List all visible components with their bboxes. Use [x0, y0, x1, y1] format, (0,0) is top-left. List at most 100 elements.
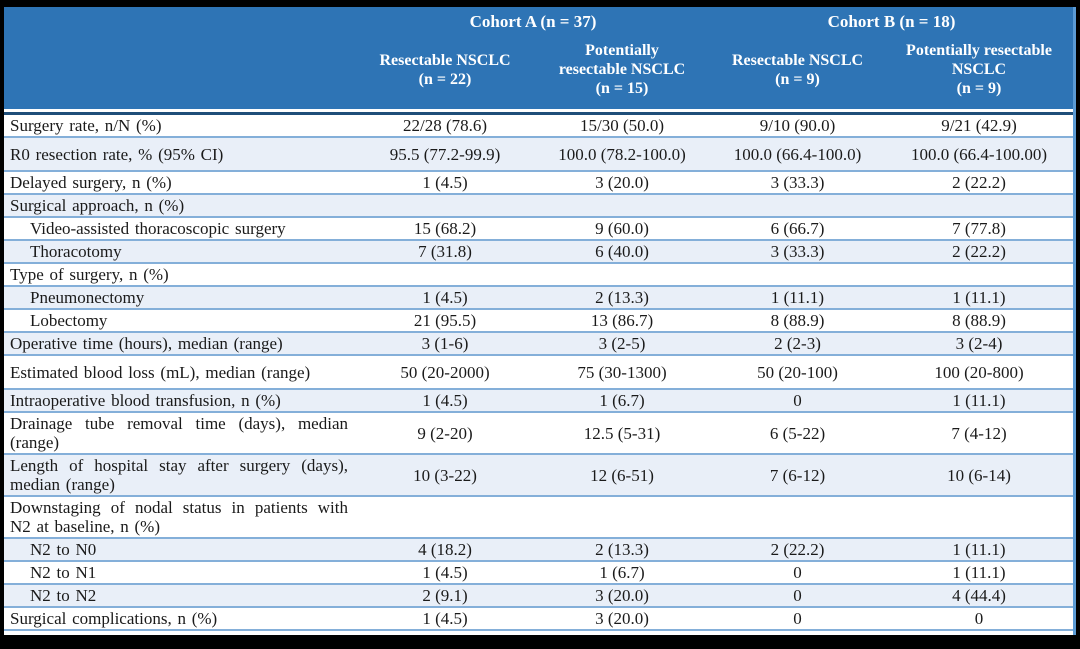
row-value: 100.0 (66.4-100.00)	[911, 144, 1047, 164]
row-value: 1 (6.7)	[599, 391, 645, 410]
row-label: Type of surgery, n (%)	[10, 265, 169, 284]
row-label: Surgery rate, n/N (%)	[10, 116, 162, 135]
row-value: 0	[793, 609, 802, 628]
row-value: 3 (2-5)	[598, 334, 646, 353]
row-value: 4 (18.2)	[418, 540, 472, 559]
row-value: 100 (20-800)	[934, 362, 1024, 382]
row-value: 9 (2-20)	[417, 423, 473, 443]
column-header-resectable-b: Resectable NSCLC (n = 9)	[731, 51, 864, 88]
table-row: Pneumonectomy 1 (4.5) 2 (13.3) 1 (11.1) 1 (1…	[4, 285, 1073, 308]
row-label: Operative time (hours), median (range)	[10, 334, 283, 353]
row-value: 6 (40.0)	[595, 242, 649, 261]
row-value: 22/28 (78.6)	[402, 116, 488, 135]
row-value: 10 (6-14)	[947, 465, 1011, 485]
row-value: 7 (77.8)	[952, 219, 1006, 238]
row-value: 1 (6.7)	[599, 563, 645, 582]
table-row: Surgery rate, n/N (%) 22/28 (78.6) 15/30 (…	[4, 115, 1073, 136]
row-value: 6 (66.7)	[770, 219, 825, 238]
table-row: Thoracotomy 7 (31.8) 6 (40.0) 3 (33.3) 2 (22…	[4, 239, 1073, 262]
table-row: Downstaging of nodal status in patients …	[4, 495, 1073, 537]
row-value: 9/21 (42.9)	[941, 116, 1017, 135]
row-value: 50 (20-100)	[757, 362, 838, 382]
row-value: 2 (13.3)	[595, 288, 649, 307]
table-row: N2 to N1 1 (4.5) 1 (6.7) 0 1 (11.1)	[4, 560, 1073, 583]
row-value: 1 (11.1)	[952, 391, 1006, 410]
row-label: Downstaging of nodal status in patients …	[10, 498, 348, 536]
row-value: 10 (3-22)	[413, 465, 477, 485]
table-header: Cohort A (n = 37) Cohort B (n = 18) Rese…	[4, 7, 1073, 109]
row-value: 3 (20.0)	[595, 173, 649, 192]
row-value: 6 (5-22)	[769, 423, 826, 443]
row-value: 2 (9.1)	[422, 586, 468, 605]
row-value: 1 (11.1)	[770, 288, 825, 307]
row-value: 2 (22.2)	[952, 242, 1006, 261]
table-row: Operative time (hours), median (range) 3 …	[4, 331, 1073, 354]
row-value: 1 (11.1)	[952, 563, 1006, 582]
row-label: Pneumonectomy	[30, 288, 145, 307]
header-gap-rule	[4, 109, 1073, 112]
row-value: 13 (86.7)	[590, 311, 654, 330]
row-value: 3 (20.0)	[595, 609, 649, 628]
row-label: Lobectomy	[30, 311, 108, 330]
row-value: 12.5 (5-31)	[583, 423, 661, 443]
column-header-potentially-resectable-a: Potentially resectable NSCLC (n = 15)	[558, 42, 686, 97]
table-row: N2 to N2 2 (9.1) 3 (20.0) 0 4 (44.4)	[4, 583, 1073, 606]
row-value	[356, 205, 534, 207]
row-value	[885, 205, 1073, 207]
table-row: N2 to N0 4 (18.2) 2 (13.3) 2 (22.2) 1 (11.1)	[4, 537, 1073, 560]
row-value: 3 (33.3)	[770, 242, 825, 261]
row-value	[356, 516, 534, 518]
table-row: Delayed surgery, n (%) 1 (4.5) 3 (20.0) 3 (…	[4, 170, 1073, 193]
row-value: 4 (44.4)	[952, 586, 1006, 605]
cohort-header-row: Cohort A (n = 37) Cohort B (n = 18)	[4, 7, 1073, 33]
row-value: 95.5 (77.2-99.9)	[389, 144, 501, 164]
row-value: 3 (20.0)	[595, 586, 649, 605]
row-value	[710, 205, 885, 207]
row-value: 8 (88.9)	[770, 311, 825, 330]
row-value: 50 (20-2000)	[400, 362, 490, 382]
row-value	[710, 274, 885, 276]
row-label: Delayed surgery, n (%)	[10, 173, 172, 192]
row-value: 1 (11.1)	[952, 288, 1006, 307]
table-row: Type of surgery, n (%)	[4, 262, 1073, 285]
row-value: 15 (68.2)	[413, 219, 477, 238]
table-row: Lobectomy 21 (95.5) 13 (86.7) 8 (88.9) 8 (88…	[4, 308, 1073, 331]
row-label: Surgical complications, n (%)	[10, 609, 218, 628]
header-underline-rule	[4, 112, 1073, 115]
row-value: 21 (95.5)	[413, 311, 477, 330]
row-value: 9/10 (90.0)	[759, 116, 836, 135]
table-row: Video-assisted thoracoscopic surgery 15 (…	[4, 216, 1073, 239]
table-row: Length of hospital stay after surgery (d…	[4, 453, 1073, 495]
row-value	[885, 274, 1073, 276]
row-value	[534, 516, 710, 518]
row-value: 100.0 (66.4-100.0)	[733, 144, 862, 164]
row-value: 0	[793, 586, 802, 605]
row-label: Length of hospital stay after surgery (d…	[10, 456, 348, 494]
row-value: 0	[974, 609, 984, 628]
table-row: Estimated blood loss (mL), median (range…	[4, 354, 1073, 388]
row-label: Intraoperative blood transfusion, n (%)	[10, 391, 281, 410]
row-value: 3 (1-6)	[421, 334, 469, 353]
column-header-potentially-resectable-b: Potentially resectable NSCLC (n = 9)	[906, 42, 1052, 97]
row-value: 7 (6-12)	[769, 465, 826, 485]
row-label: N2 to N2	[30, 586, 97, 605]
row-label: Drainage tube removal time (days), media…	[10, 414, 348, 452]
row-value: 7 (4-12)	[951, 423, 1007, 443]
row-label: R0 resection rate, % (95% CI)	[10, 144, 224, 164]
column-header-row: Resectable NSCLC (n = 22) Potentially re…	[4, 33, 1073, 106]
row-value: 3 (33.3)	[770, 173, 825, 192]
row-label: Estimated blood loss (mL), median (range…	[10, 362, 311, 382]
row-label: Thoracotomy	[30, 242, 122, 261]
row-value: 12 (6-51)	[590, 465, 654, 485]
row-value: 1 (4.5)	[422, 563, 468, 582]
row-value: 3 (2-4)	[955, 334, 1003, 353]
table-row: Surgical complications, n (%) 1 (4.5) 3 (2…	[4, 606, 1073, 629]
row-value: 1 (4.5)	[422, 173, 468, 192]
table-row: Intraoperative blood transfusion, n (%) 1…	[4, 388, 1073, 411]
row-value	[710, 516, 885, 518]
row-value: 8 (88.9)	[952, 311, 1006, 330]
table-row: Surgical approach, n (%)	[4, 193, 1073, 216]
row-value	[885, 516, 1073, 518]
row-value: 2 (22.2)	[770, 540, 825, 559]
